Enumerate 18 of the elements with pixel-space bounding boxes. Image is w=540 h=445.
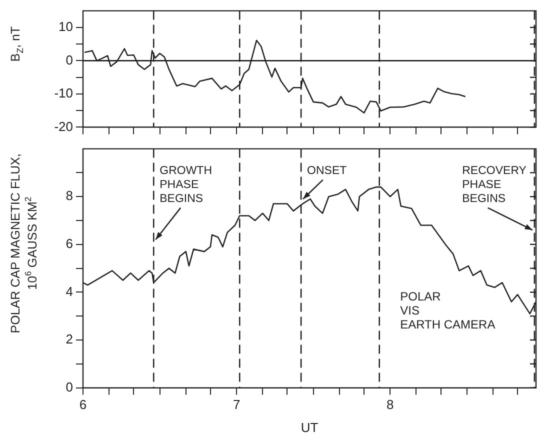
y-tick-label: 10 <box>58 19 73 34</box>
x-tick-label: 6 <box>79 397 87 412</box>
annotation: ONSET <box>307 164 347 177</box>
annotation: POLAR VIS EARTH CAMERA <box>400 289 496 332</box>
y-tick-label: 0 <box>66 52 73 68</box>
y-tick-label: 0 <box>66 379 73 394</box>
y-tick-label: -20 <box>54 118 73 134</box>
y-axis-title: BZ, nT <box>8 26 25 62</box>
annotation: RECOVERY PHASE BEGINS <box>462 164 527 205</box>
annotation: GROWTH PHASE BEGINS <box>160 164 212 205</box>
y-tick-label: 2 <box>66 332 73 347</box>
x-tick-label: 8 <box>386 397 394 412</box>
x-axis-title: UT <box>300 420 318 435</box>
x-tick-label: 7 <box>232 397 240 412</box>
y-tick-label: 8 <box>66 188 73 204</box>
y-tick-label: 4 <box>66 284 73 299</box>
y-tick-label: -10 <box>54 86 73 101</box>
y-tick-label: 6 <box>66 236 73 251</box>
